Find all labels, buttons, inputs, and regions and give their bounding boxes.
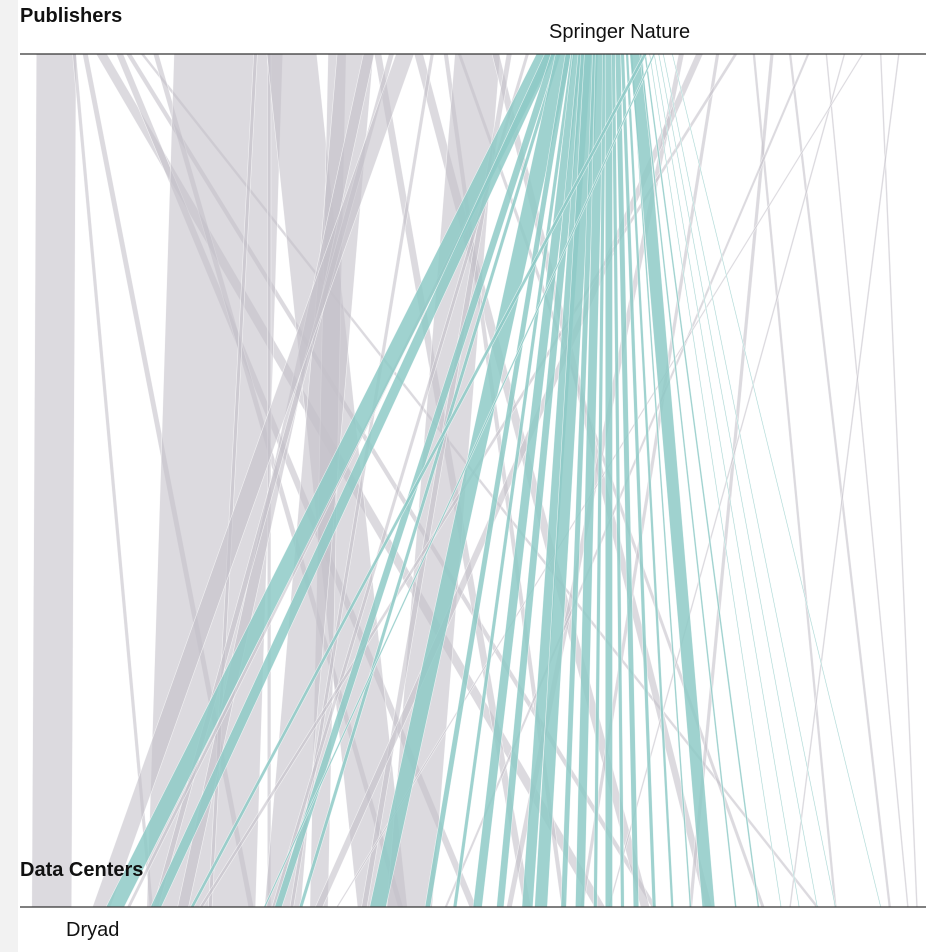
data-centers-axis-title: Data Centers	[20, 859, 144, 881]
flow-ribbon[interactable]	[788, 53, 892, 908]
flow-ribbon[interactable]	[752, 53, 838, 908]
flow-ribbon[interactable]	[825, 53, 910, 908]
flow-ribbon-highlight[interactable]	[639, 53, 737, 908]
springer-nature-label[interactable]: Springer Nature	[549, 21, 691, 43]
publishers-axis-title: Publishers	[20, 5, 123, 27]
flow-ribbon-highlight[interactable]	[604, 53, 613, 908]
flow-ribbon[interactable]	[879, 53, 919, 908]
left-gutter	[0, 0, 18, 952]
flow-ribbon[interactable]	[31, 53, 77, 908]
dryad-label[interactable]: Dryad	[66, 919, 120, 941]
